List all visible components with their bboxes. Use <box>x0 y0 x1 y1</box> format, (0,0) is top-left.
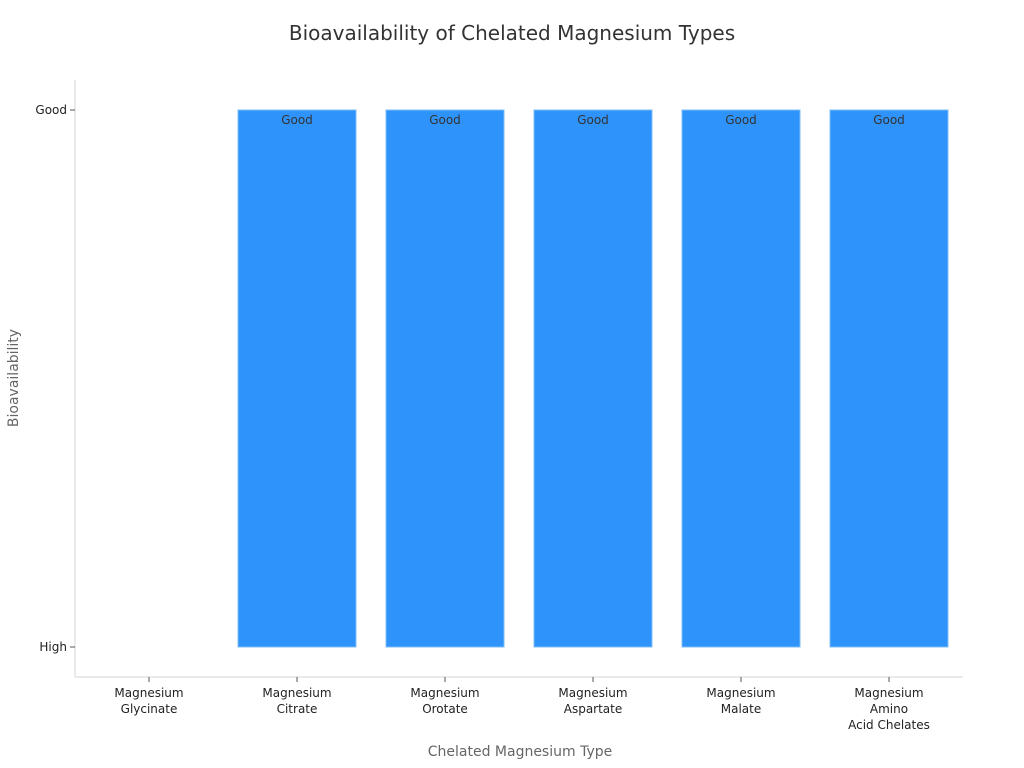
bar <box>681 109 801 648</box>
x-tick-label-line: Magnesium <box>114 686 183 700</box>
x-tick-label: Magnesium Citrate <box>262 686 331 716</box>
bar-data-label: Good <box>281 113 313 127</box>
x-tick-label: Magnesium Amino Acid Chelates <box>848 686 930 732</box>
x-tick-label-line: Malate <box>721 702 761 716</box>
x-tick-label-line: Magnesium <box>262 686 331 700</box>
x-tick-label-line: Citrate <box>277 702 318 716</box>
bar-data-label: Good <box>725 113 757 127</box>
x-tick-label-line: Magnesium <box>854 686 923 700</box>
x-tick-label-line: Orotate <box>422 702 468 716</box>
y-axis-title: Bioavailability <box>6 329 22 427</box>
x-tick-label-line: Aspartate <box>564 702 623 716</box>
y-axis-ticks: High Good <box>35 103 75 654</box>
x-tick-label-line: Acid Chelates <box>848 718 930 732</box>
x-tick-label: Magnesium Aspartate <box>558 686 627 716</box>
bars-group <box>237 109 949 648</box>
chart-title: Bioavailability of Chelated Magnesium Ty… <box>289 21 735 45</box>
x-tick-label-line: Glycinate <box>121 702 178 716</box>
bar-data-label: Good <box>429 113 461 127</box>
x-tick-label: Magnesium Malate <box>706 686 775 716</box>
x-tick-label: Magnesium Orotate <box>410 686 479 716</box>
y-tick-label: High <box>39 640 67 654</box>
data-labels-group: Good Good Good Good Good <box>281 113 905 127</box>
bar-data-label: Good <box>577 113 609 127</box>
bar <box>237 109 357 648</box>
bar-data-label: Good <box>873 113 905 127</box>
y-tick-label: Good <box>35 103 67 117</box>
bar <box>533 109 653 648</box>
bar <box>385 109 505 648</box>
x-tick-label-line: Magnesium <box>558 686 627 700</box>
x-tick-label-line: Magnesium <box>410 686 479 700</box>
x-axis-title: Chelated Magnesium Type <box>428 744 613 760</box>
x-tick-label: Magnesium Glycinate <box>114 686 183 716</box>
bar <box>829 109 949 648</box>
x-tick-label-line: Amino <box>870 702 908 716</box>
x-tick-label-line: Magnesium <box>706 686 775 700</box>
